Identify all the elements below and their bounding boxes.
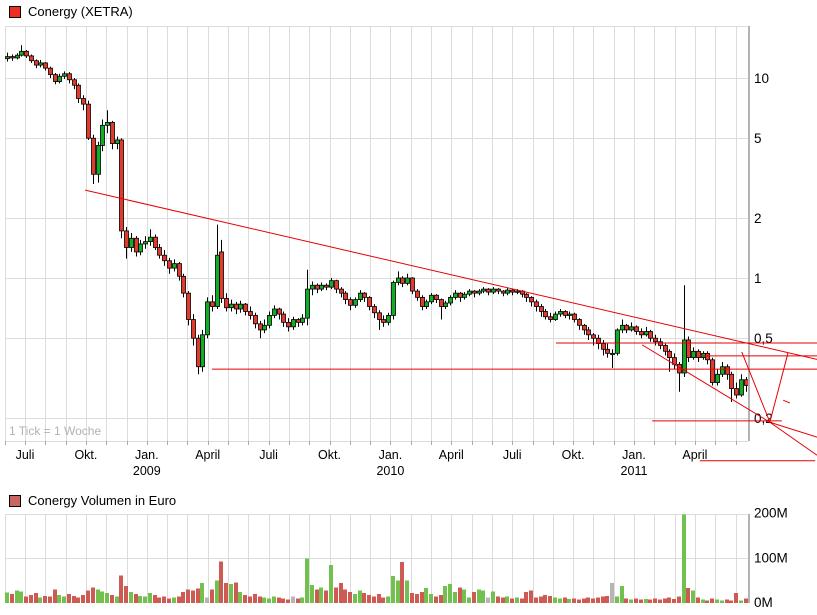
svg-text:2: 2 <box>754 211 762 226</box>
svg-text:1: 1 <box>754 271 762 286</box>
svg-text:5: 5 <box>754 131 762 146</box>
volume-chart-header: Conergy Volumen in Euro <box>9 494 176 508</box>
svg-text:2009: 2009 <box>133 464 161 478</box>
x-axis-ticks <box>5 441 737 445</box>
svg-text:April: April <box>439 448 464 462</box>
volume-y-axis <box>748 514 750 603</box>
svg-text:100M: 100M <box>754 550 788 565</box>
svg-text:Juli: Juli <box>16 448 35 462</box>
volume-bars <box>5 514 748 603</box>
svg-text:Okt.: Okt. <box>562 448 585 462</box>
svg-text:Jan.: Jan. <box>379 448 403 462</box>
volume-y-axis-labels: 200M 100M 0M <box>754 506 788 610</box>
trendlines <box>85 189 817 462</box>
svg-text:Jan.: Jan. <box>135 448 159 462</box>
x-axis-labels: Juli Okt. Jan. 2009 April Juli Okt. Jan. 2010 Apr… <box>16 448 708 478</box>
svg-text:Juli: Juli <box>259 448 278 462</box>
svg-text:Okt.: Okt. <box>318 448 341 462</box>
volume-series-legend-icon <box>9 495 21 507</box>
svg-text:Jan.: Jan. <box>622 448 646 462</box>
svg-text:2011: 2011 <box>621 464 648 478</box>
svg-text:0,5: 0,5 <box>754 331 773 346</box>
price-candles <box>5 45 749 402</box>
svg-text:April: April <box>195 448 220 462</box>
price-chart-header: Conergy (XETRA) <box>9 5 133 19</box>
price-chart-title: Conergy (XETRA) <box>28 4 133 19</box>
svg-text:Okt.: Okt. <box>74 448 97 462</box>
price-series-legend-icon <box>9 6 21 18</box>
tick-interval-note: 1 Tick = 1 Woche <box>9 424 102 438</box>
svg-text:0M: 0M <box>754 595 773 610</box>
price-y-axis <box>748 26 750 441</box>
svg-text:200M: 200M <box>754 506 788 521</box>
svg-text:Juli: Juli <box>503 448 522 462</box>
svg-text:2010: 2010 <box>376 464 404 478</box>
gridlines <box>5 26 748 603</box>
svg-text:April: April <box>682 448 707 462</box>
volume-chart-title: Conergy Volumen in Euro <box>28 493 177 508</box>
svg-text:10: 10 <box>754 71 769 86</box>
